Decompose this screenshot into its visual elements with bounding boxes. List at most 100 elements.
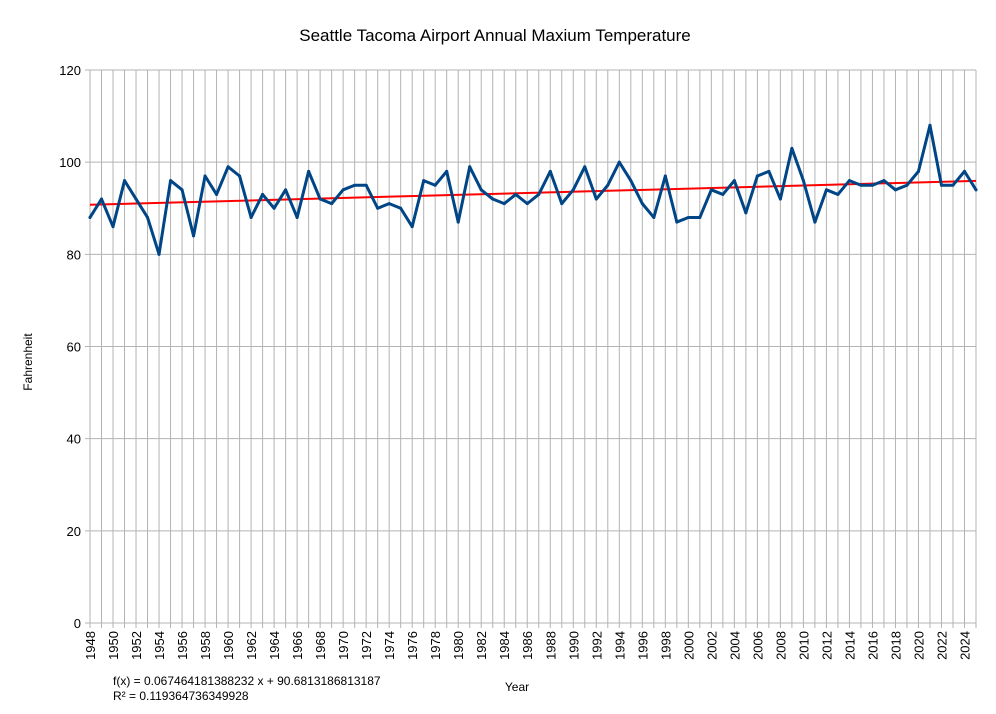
x-tick-label: 1992 — [589, 631, 604, 660]
data-point — [491, 197, 495, 201]
data-point — [962, 169, 966, 173]
data-point — [594, 197, 598, 201]
x-tick-label: 1960 — [221, 631, 236, 660]
data-point — [721, 192, 725, 196]
x-tick-label: 1978 — [428, 631, 443, 660]
x-tick-label: 2010 — [796, 631, 811, 660]
data-point — [663, 174, 667, 178]
x-tick-label: 1976 — [405, 631, 420, 660]
x-tick-label: 2024 — [957, 631, 972, 660]
data-point — [410, 225, 414, 229]
x-tick-label: 2016 — [865, 631, 880, 660]
data-point — [606, 183, 610, 187]
x-tick-label: 2002 — [704, 631, 719, 660]
data-point — [893, 188, 897, 192]
x-tick-label: 1996 — [635, 631, 650, 660]
data-point — [330, 202, 334, 206]
data-point — [571, 188, 575, 192]
data-point — [88, 215, 92, 219]
x-tick-label: 1958 — [198, 631, 213, 660]
y-tick-label: 120 — [59, 63, 81, 78]
y-tick-label: 100 — [59, 155, 81, 170]
data-point — [859, 183, 863, 187]
x-tick-label: 1980 — [451, 631, 466, 660]
trendline — [89, 179, 977, 206]
x-tick-label: 1956 — [175, 631, 190, 660]
data-point — [732, 179, 736, 183]
x-tick-label: 1962 — [244, 631, 259, 660]
data-point — [801, 179, 805, 183]
x-tick-label: 1950 — [106, 631, 121, 660]
data-point — [698, 215, 702, 219]
data-point — [824, 188, 828, 192]
y-tick-label: 0 — [74, 616, 81, 631]
data-point — [709, 188, 713, 192]
data-point — [755, 174, 759, 178]
data-point — [111, 225, 115, 229]
data-point — [261, 192, 265, 196]
data-point — [778, 197, 782, 201]
y-axis-label: Fahrenheit — [21, 333, 35, 391]
data-point — [399, 206, 403, 210]
data-point — [157, 252, 161, 256]
x-tick-label: 1968 — [313, 631, 328, 660]
data-point — [180, 188, 184, 192]
data-point — [479, 188, 483, 192]
data-point — [525, 202, 529, 206]
data-point — [376, 206, 380, 210]
x-tick-label: 2018 — [888, 631, 903, 660]
data-point — [847, 179, 851, 183]
trendline-equation: f(x) = 0.067464181388232 x + 90.68131868… — [113, 674, 381, 688]
y-tick-label: 60 — [67, 340, 81, 355]
data-point — [433, 183, 437, 187]
data-point — [307, 169, 311, 173]
x-tick-label: 2004 — [727, 631, 742, 660]
x-tick-label: 1982 — [474, 631, 489, 660]
data-point — [146, 215, 150, 219]
y-tick-label: 20 — [67, 524, 81, 539]
data-point — [686, 215, 690, 219]
x-tick-label: 2012 — [819, 631, 834, 660]
data-point — [295, 215, 299, 219]
data-point — [238, 174, 242, 178]
data-point — [468, 165, 472, 169]
data-point — [652, 215, 656, 219]
data-point — [560, 202, 564, 206]
x-tick-label: 2022 — [934, 631, 949, 660]
data-point — [134, 197, 138, 201]
x-tick-label: 1988 — [543, 631, 558, 660]
data-point — [939, 183, 943, 187]
x-tick-label: 1984 — [497, 631, 512, 660]
data-point — [675, 220, 679, 224]
x-tick-label: 1986 — [520, 631, 535, 660]
data-point — [951, 183, 955, 187]
data-point — [640, 202, 644, 206]
x-tick-label: 1966 — [290, 631, 305, 660]
chart-title: Seattle Tacoma Airport Annual Maxium Tem… — [299, 26, 691, 45]
x-axis-label: Year — [505, 680, 529, 694]
x-tick-label: 2000 — [681, 631, 696, 660]
data-point — [870, 183, 874, 187]
data-point — [318, 197, 322, 201]
data-point — [629, 179, 633, 183]
data-point — [123, 179, 127, 183]
x-tick-label: 1994 — [612, 631, 627, 660]
data-point — [836, 192, 840, 196]
data-point — [583, 165, 587, 169]
y-tick-label: 40 — [67, 432, 81, 447]
x-tick-label: 1954 — [152, 631, 167, 660]
grid-lines — [85, 69, 977, 628]
data-point — [928, 123, 932, 127]
x-tick-label: 1964 — [267, 631, 282, 660]
data-point — [882, 179, 886, 183]
data-point — [249, 215, 253, 219]
x-tick-label: 2008 — [773, 631, 788, 660]
x-tick-label: 2006 — [750, 631, 765, 660]
data-point — [744, 211, 748, 215]
data-point — [767, 169, 771, 173]
data-point — [169, 179, 173, 183]
data-point — [548, 169, 552, 173]
x-tick-label: 1972 — [359, 631, 374, 660]
